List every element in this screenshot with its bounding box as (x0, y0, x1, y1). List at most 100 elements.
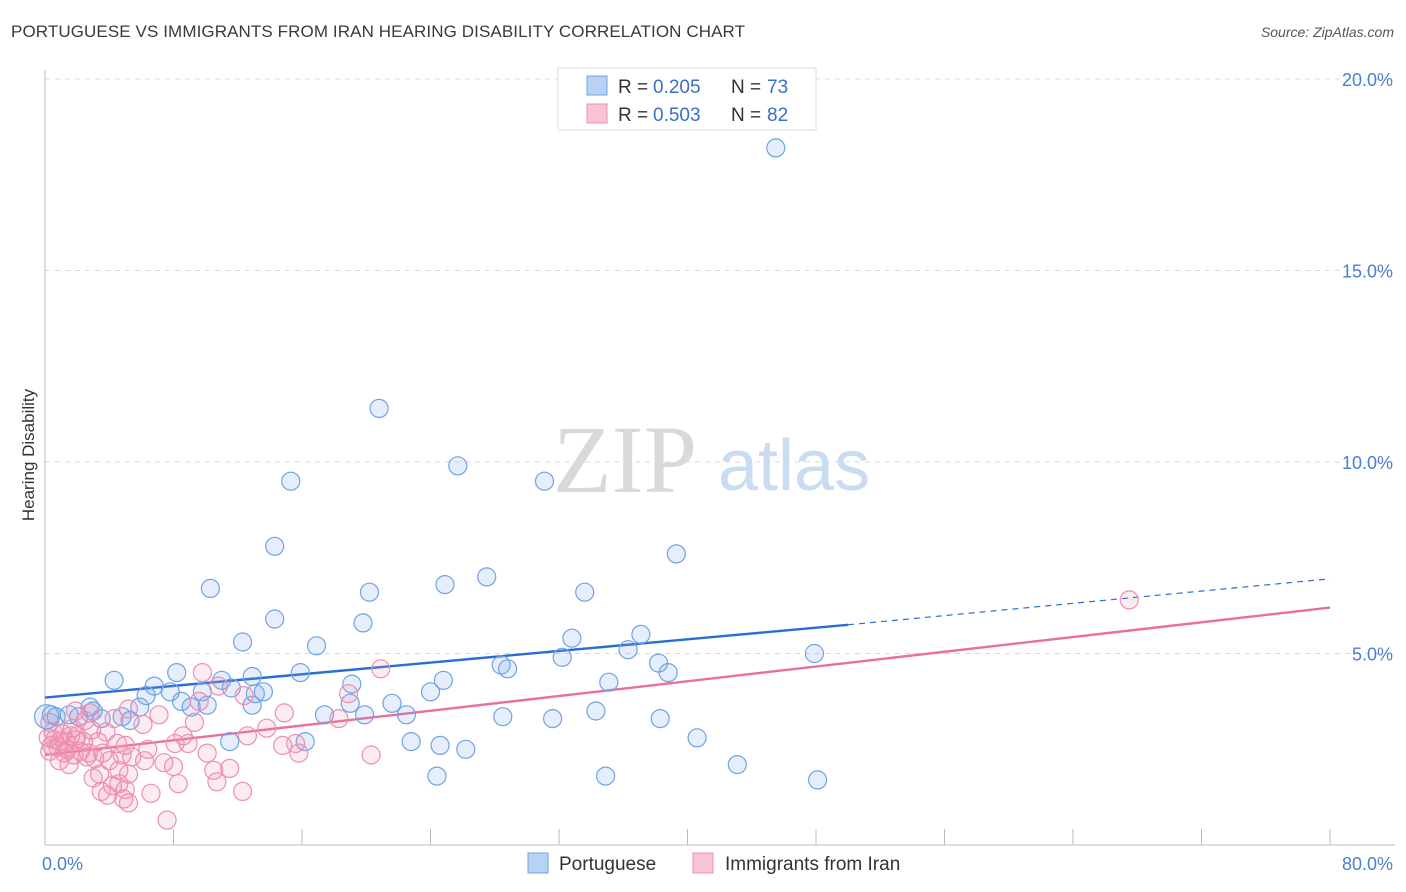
stats-r-value-iran: 0.503 (653, 105, 701, 126)
portuguese-point-51 (314, 705, 335, 725)
iran-point-35 (107, 733, 127, 754)
portuguese-point-24 (167, 662, 187, 683)
stats-legend: R = 0.205 N = 73 R = 0.503 N = 82 (557, 67, 817, 131)
watermark-atlas: atlas (718, 426, 870, 506)
iran-point-4 (339, 684, 359, 704)
legend-swatch-portuguese (527, 852, 549, 874)
iran-point-37 (138, 739, 158, 759)
iran-point-65 (118, 764, 139, 784)
portuguese-point-1 (369, 398, 389, 418)
watermark: ZIP atlas (553, 406, 870, 513)
iran-point-39 (178, 733, 198, 754)
portuguese-point-65 (220, 731, 240, 752)
iran-point-53 (85, 749, 105, 769)
portuguese-point-18 (618, 640, 638, 660)
portuguese-point-60 (493, 707, 513, 727)
iran-point-76 (97, 785, 118, 805)
iran-point-3 (208, 676, 229, 696)
series-portuguese (41, 138, 828, 790)
iran-point-54 (99, 751, 119, 771)
iran-point-58 (135, 751, 155, 771)
iran-point-18 (257, 718, 277, 738)
portuguese-point-cluster (34, 704, 60, 730)
axes (44, 70, 1395, 846)
portuguese-point-5 (265, 536, 285, 556)
portuguese-point-69 (687, 728, 707, 748)
portuguese-point-29 (104, 670, 124, 690)
iran-point-5 (234, 685, 254, 706)
portuguese-point-16 (233, 632, 253, 652)
portuguese-point-13 (353, 613, 373, 633)
portuguese-point-38 (253, 682, 273, 702)
portuguese-point-68 (456, 739, 476, 759)
watermark-zip: ZIP (553, 406, 697, 513)
iran-point-55 (197, 743, 217, 763)
iran-point-68 (207, 772, 227, 792)
iran-point-6 (189, 691, 209, 712)
portuguese-point-17 (306, 636, 327, 656)
iran-point-41 (273, 735, 293, 756)
chart-title: PORTUGUESE VS IMMIGRANTS FROM IRAN HEARI… (11, 22, 746, 41)
portuguese-point-12 (265, 609, 285, 629)
portuguese-point-26 (658, 662, 678, 683)
portuguese-point-4 (534, 471, 555, 491)
portuguese-point-43 (382, 693, 402, 713)
iran-point-77 (157, 810, 177, 830)
portuguese-point-72 (727, 754, 747, 775)
y-tick-label-3: 20.0% (1342, 70, 1393, 90)
y-tick-labels: 5.0% 10.0% 15.0% 20.0% (1342, 70, 1393, 665)
stats-r-label-portuguese: R = (618, 77, 648, 98)
iran-point-48 (112, 745, 132, 765)
stats-r-label-iran: R = (618, 105, 648, 126)
stats-n-value-iran: 82 (767, 105, 788, 126)
y-tick-label-1: 10.0% (1342, 453, 1393, 473)
stats-n-label-iran: N = (731, 105, 761, 126)
iran-point-61 (204, 760, 224, 780)
portuguese-point-32 (599, 672, 619, 692)
x-tick-labels: 0.0% 80.0% (42, 854, 1393, 874)
iran-point-1 (371, 659, 391, 679)
iran-point-52 (77, 747, 97, 767)
x-tick-label-0: 0.0% (42, 854, 83, 874)
data-points (34, 138, 1139, 830)
portuguese-point-3 (281, 471, 301, 491)
iran-point-80 (59, 754, 79, 775)
y-tick-label-0: 5.0% (1352, 645, 1393, 665)
portuguese-point-62 (586, 701, 606, 721)
portuguese-point-33 (433, 670, 453, 690)
iran-point-7 (118, 699, 139, 719)
stats-legend-swatch-iran (586, 103, 608, 124)
portuguese-point-10 (575, 582, 595, 602)
portuguese-point-14 (562, 628, 582, 648)
portuguese-point-39 (420, 682, 441, 702)
iran-point-62 (220, 758, 240, 779)
bottom-legend: Portuguese Immigrants from Iran (527, 852, 900, 875)
legend-swatch-iran (692, 852, 714, 874)
stats-n-label-portuguese: N = (731, 77, 761, 98)
iran-point-12 (329, 708, 349, 729)
trend-line-portuguese-extension (848, 578, 1331, 626)
y-tick-label-2: 15.0% (1342, 262, 1393, 282)
iran-point-32 (65, 730, 86, 750)
legend-label-iran: Immigrants from Iran (725, 854, 900, 875)
portuguese-point-11 (359, 582, 380, 602)
iran-point-73 (141, 783, 161, 803)
iran-point-79 (49, 751, 70, 771)
stats-legend-swatch-portuguese (586, 75, 608, 96)
y-axis-label: Hearing Disability (19, 388, 38, 521)
portuguese-point-23 (498, 659, 518, 679)
portuguese-point-20 (552, 647, 572, 667)
portuguese-point-25 (290, 662, 310, 683)
portuguese-point-63 (650, 708, 670, 729)
iran-point-72 (233, 781, 253, 802)
portuguese-point-45 (242, 695, 262, 715)
source-credit: Source: ZipAtlas.com (1260, 24, 1394, 40)
iran-point-56 (289, 743, 309, 763)
portuguese-point-52 (355, 705, 375, 725)
portuguese-point-42 (340, 693, 360, 713)
portuguese-point-19 (804, 643, 825, 664)
trend-line-portuguese (44, 623, 849, 699)
iran-point-10 (274, 703, 294, 723)
portuguese-point-66 (295, 731, 315, 752)
